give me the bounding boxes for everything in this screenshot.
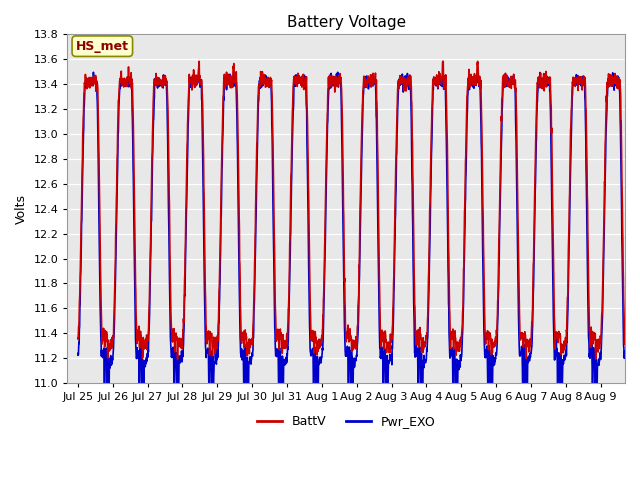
Legend: BattV, Pwr_EXO: BattV, Pwr_EXO <box>252 410 440 433</box>
Text: HS_met: HS_met <box>76 40 129 53</box>
Title: Battery Voltage: Battery Voltage <box>287 15 406 30</box>
Y-axis label: Volts: Volts <box>15 193 28 224</box>
